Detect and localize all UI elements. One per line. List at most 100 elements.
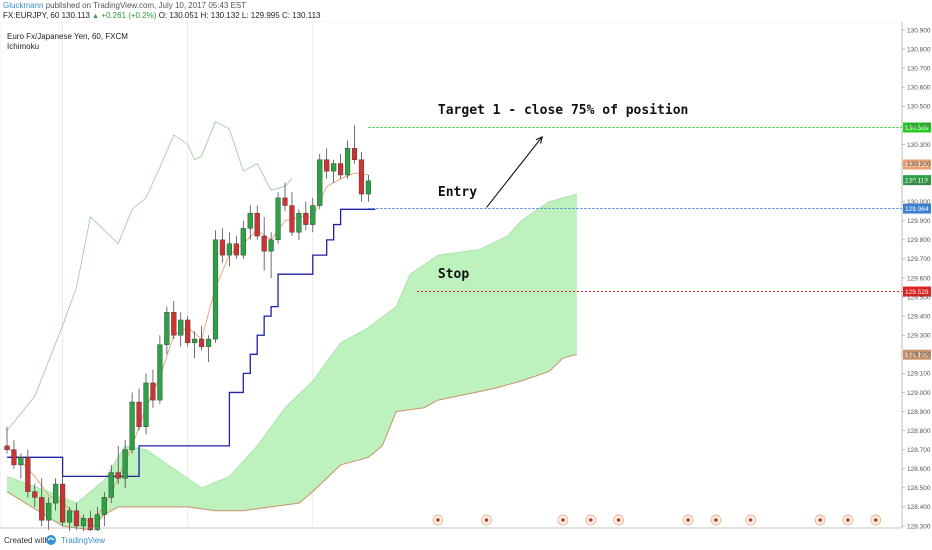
candle-body (32, 491, 38, 498)
candle[interactable] (11, 440, 17, 469)
candle[interactable] (60, 468, 66, 526)
candle-body (317, 159, 323, 206)
target-arrowhead-icon (535, 135, 543, 144)
candle[interactable] (296, 209, 302, 240)
candle[interactable] (178, 312, 184, 347)
candle[interactable] (25, 449, 31, 498)
candle[interactable] (317, 154, 323, 210)
candle[interactable] (268, 232, 274, 278)
candle[interactable] (233, 236, 239, 259)
candle[interactable] (365, 174, 372, 202)
event-marker[interactable] (710, 514, 722, 526)
candle[interactable] (101, 491, 107, 526)
candle[interactable] (282, 182, 288, 212)
candle[interactable] (32, 484, 38, 507)
candle[interactable] (66, 506, 73, 531)
candle[interactable] (143, 373, 149, 435)
event-marker[interactable] (814, 514, 826, 526)
tradingview-logo-icon (46, 535, 56, 545)
candle[interactable] (275, 192, 281, 244)
candle[interactable] (303, 201, 309, 231)
candle[interactable] (129, 392, 135, 454)
candle[interactable] (192, 331, 198, 359)
event-marker[interactable] (682, 514, 694, 526)
event-marker-dot (714, 518, 718, 522)
candle[interactable] (205, 335, 212, 362)
annotation-text[interactable]: Stop (438, 267, 469, 282)
target-arrow-line[interactable] (486, 136, 543, 208)
candle[interactable] (122, 440, 128, 488)
candle[interactable] (198, 325, 205, 351)
event-marker[interactable] (842, 514, 854, 526)
candle[interactable] (219, 228, 226, 263)
event-marker-dot (616, 518, 621, 522)
level-price-tag (903, 122, 931, 133)
event-marker[interactable] (557, 514, 569, 526)
symbol-name[interactable]: FX:EURJPY, 60 (3, 11, 60, 20)
event-marker-dot (873, 518, 878, 522)
candle-body (365, 180, 372, 195)
candle-body (115, 472, 121, 479)
annotation-text[interactable]: Target 1 - close 75% of position (438, 103, 688, 118)
last-price: 130.113 (61, 11, 90, 20)
candle-body (247, 212, 253, 229)
candle-body (39, 497, 45, 521)
price-tag (903, 175, 931, 186)
price-axis-label: 130.600 (907, 85, 931, 92)
candle[interactable] (94, 506, 100, 531)
price-axis-label: 129.300 (907, 333, 931, 340)
candle-body (240, 228, 246, 256)
candle-body (11, 449, 17, 466)
candle[interactable] (157, 335, 163, 404)
candle-body (101, 497, 107, 515)
candle[interactable] (358, 152, 365, 202)
candle[interactable] (331, 159, 337, 183)
candle[interactable] (324, 148, 330, 179)
candle[interactable] (351, 125, 358, 164)
tradingview-brand[interactable]: TradingView (61, 536, 106, 545)
annotation-text[interactable]: Entry (438, 185, 477, 200)
candle[interactable] (87, 510, 94, 531)
candle-body (310, 205, 316, 225)
candle-body (338, 163, 344, 176)
candle[interactable] (73, 503, 80, 530)
candle[interactable] (136, 388, 142, 431)
candle[interactable] (344, 140, 351, 179)
candle[interactable] (261, 216, 267, 271)
candle[interactable] (338, 154, 344, 179)
author-name[interactable]: Gluckmann (3, 1, 44, 10)
candle-body (282, 197, 288, 206)
candle[interactable] (171, 300, 177, 340)
event-marker[interactable] (745, 514, 757, 526)
candle-body (122, 449, 128, 479)
candle[interactable] (289, 192, 295, 237)
candle[interactable] (240, 220, 246, 259)
candle-body (80, 518, 87, 527)
candle[interactable] (164, 306, 170, 355)
candle[interactable] (185, 316, 191, 347)
candle[interactable] (108, 464, 114, 504)
event-marker[interactable] (481, 514, 492, 526)
event-marker[interactable] (613, 514, 624, 526)
candle[interactable] (150, 369, 156, 408)
candle[interactable] (212, 230, 219, 343)
price-chart[interactable]: Euro Fx/Japanese Yen, 60, FXCM Ichimoku … (0, 22, 932, 531)
event-marker[interactable] (870, 514, 882, 526)
high-price: H: 130.132 (200, 11, 240, 20)
candle[interactable] (4, 426, 10, 454)
candle[interactable] (247, 205, 253, 240)
candle[interactable] (226, 232, 233, 267)
candle[interactable] (39, 478, 45, 526)
event-marker[interactable] (432, 514, 444, 526)
event-marker-dot (748, 518, 753, 522)
event-marker[interactable] (585, 514, 597, 526)
candle[interactable] (254, 205, 260, 240)
candle[interactable] (115, 445, 121, 485)
kijun-sen-line (7, 208, 376, 478)
candle[interactable] (18, 453, 24, 479)
open-price: O: 130.051 (158, 11, 199, 20)
indicator-label[interactable]: Ichimoku (7, 42, 39, 51)
candle[interactable] (310, 197, 316, 233)
candle[interactable] (53, 478, 59, 511)
candle[interactable] (46, 497, 52, 530)
